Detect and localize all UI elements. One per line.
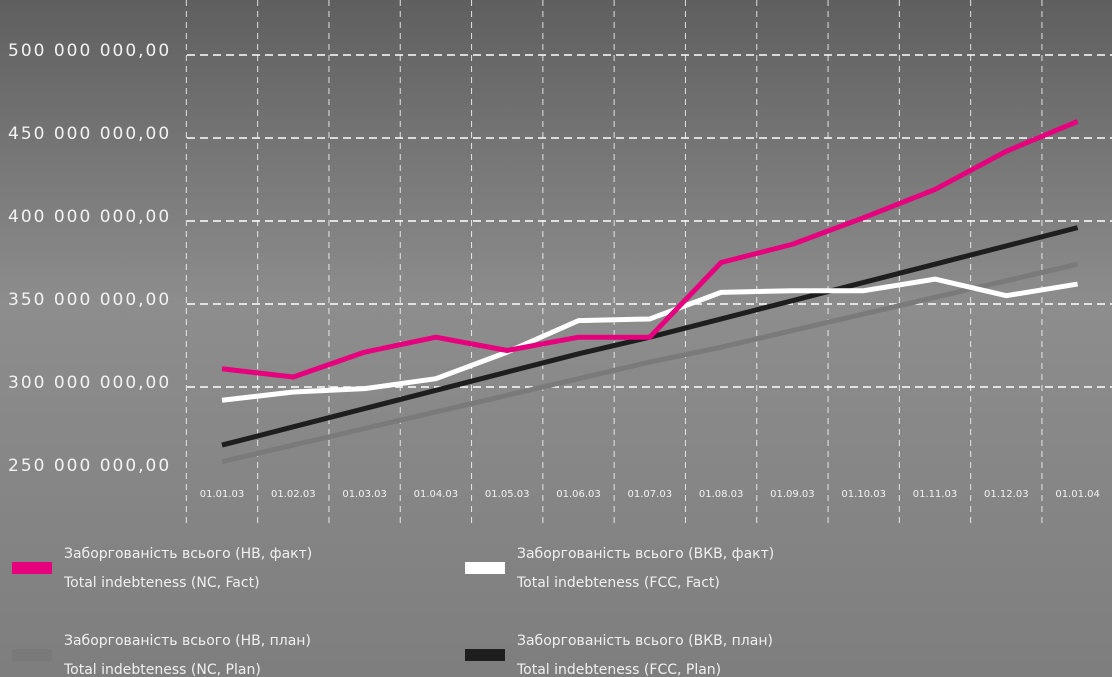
y-tick-label: 350 000 000,00 (8, 290, 171, 310)
legend-label-en: Total indebteness (NC, Fact) (63, 575, 260, 591)
y-tick-label: 400 000 000,00 (8, 207, 171, 227)
legend-label: Заборгованість всього (НВ, план) (64, 633, 311, 649)
x-tick-label: 01.04.03 (414, 489, 459, 500)
x-tick-label: 01.06.03 (556, 489, 601, 500)
legend-label: Заборгованість всього (НВ, факт) (64, 546, 312, 562)
x-tick-label: 01.08.03 (699, 489, 744, 500)
x-tick-label: 01.12.03 (984, 489, 1029, 500)
legend-swatch (465, 649, 505, 661)
legend-label-en: Total indebteness (FCC, Plan) (516, 662, 721, 677)
y-tick-label: 300 000 000,00 (8, 373, 171, 393)
legend-swatch (12, 562, 52, 574)
legend-label-en: Total indebteness (FCC, Fact) (516, 575, 720, 591)
legend-label: Заборгованість всього (ВКВ, факт) (517, 546, 774, 562)
series-line (221, 119, 1079, 380)
x-tick-label: 01.01.04 (1055, 489, 1100, 500)
x-tick-label: 01.11.03 (913, 489, 958, 500)
x-tick-label: 01.01.03 (200, 489, 245, 500)
x-tick-label: 01.07.03 (628, 489, 673, 500)
legend-swatch (12, 649, 52, 661)
series-line (221, 276, 1079, 403)
y-tick-label: 250 000 000,00 (8, 456, 171, 476)
x-tick-label: 01.10.03 (841, 489, 886, 500)
legend-label: Заборгованість всього (ВКВ, план) (517, 633, 773, 649)
x-tick-label: 01.09.03 (770, 489, 815, 500)
legend-label-en: Total indebteness (NC, Plan) (63, 662, 261, 677)
series-line (221, 261, 1079, 465)
x-tick-label: 01.02.03 (271, 489, 316, 500)
legend-swatch (465, 562, 505, 574)
y-tick-label: 450 000 000,00 (8, 124, 171, 144)
x-tick-label: 01.05.03 (485, 489, 530, 500)
x-tick-label: 01.03.03 (342, 489, 387, 500)
y-tick-label: 500 000 000,00 (8, 41, 171, 61)
